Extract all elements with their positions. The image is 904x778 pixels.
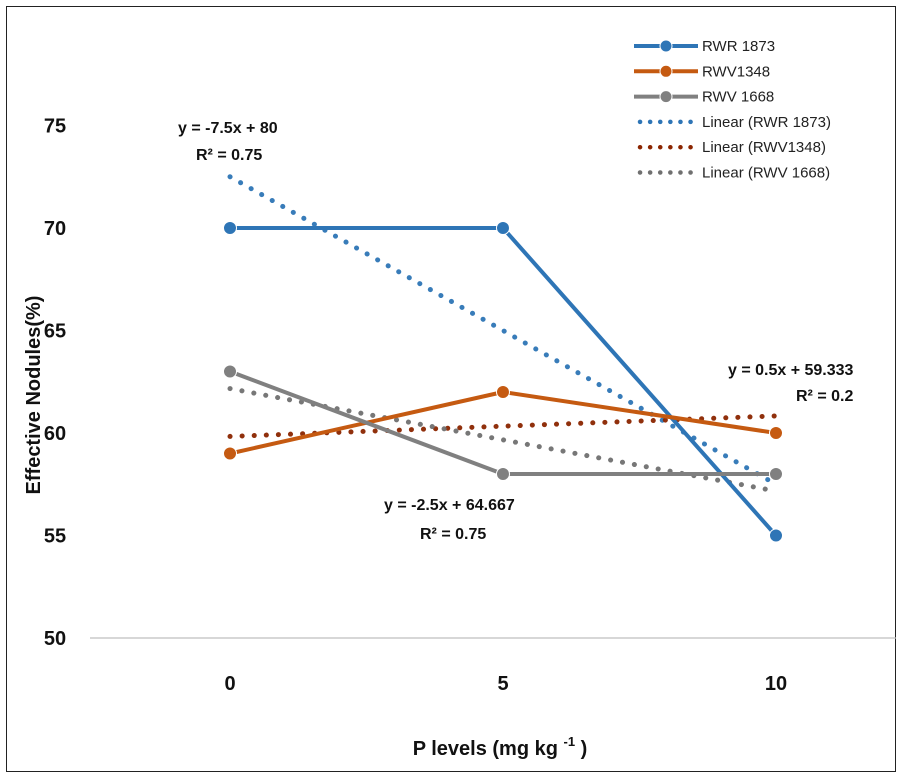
legend-trend-label-2: Linear (RWV 1668) [702, 165, 830, 182]
equation-rwv1668: y = -2.5x + 64.667 R² = 0.75 [384, 497, 515, 543]
legend-marker-2 [659, 90, 673, 104]
x-tick-labels: 0 5 10 [224, 673, 787, 695]
legend-label-2: RWV 1668 [702, 89, 774, 106]
x-tick-label-10: 10 [765, 673, 787, 695]
x-axis-title-main: P levels (mg kg [413, 738, 558, 760]
x-axis-title-superscript: -1 [564, 734, 576, 749]
series-lines [223, 221, 783, 543]
y-tick-label-70: 70 [44, 218, 66, 240]
y-tick-label-65: 65 [44, 321, 66, 343]
legend-marker-1 [659, 64, 673, 78]
y-tick-labels: 50 55 60 65 70 75 [44, 116, 66, 651]
equation-rwv1348: y = 0.5x + 59.333 R² = 0.2 [728, 362, 854, 405]
series-0-point-0 [223, 221, 237, 235]
legend-trend-label-0: Linear (RWR 1873) [702, 114, 831, 131]
x-axis-title-close: ) [581, 738, 588, 760]
legend-label-0: RWR 1873 [702, 38, 775, 55]
series-2-point-2 [769, 467, 783, 481]
chart-frame [6, 6, 896, 772]
x-tick-label-0: 0 [224, 673, 235, 695]
series-line-0 [230, 226, 778, 537]
series-0-point-2 [769, 528, 783, 543]
legend-trend-label-1: Linear (RWV1348) [702, 139, 826, 156]
equation-rwv1668-r2: R² = 0.75 [420, 526, 486, 543]
y-tick-label-75: 75 [44, 116, 66, 138]
equation-rwv1348-formula: y = 0.5x + 59.333 [728, 362, 854, 379]
x-tick-label-5: 5 [497, 673, 508, 695]
equation-rwv1348-r2: R² = 0.2 [796, 388, 853, 405]
y-tick-label-50: 50 [44, 628, 66, 650]
x-axis-title: P levels (mg kg -1 ) [413, 729, 588, 760]
y-tick-label-60: 60 [44, 423, 66, 445]
equation-rwr1873-formula: y = -7.5x + 80 [178, 120, 278, 137]
series-0-point-1 [496, 221, 510, 235]
y-tick-label-55: 55 [44, 526, 66, 548]
series-1-point-0 [223, 446, 237, 461]
series-2-point-0 [223, 364, 237, 379]
y-axis-title: Effective Nodules(%) [23, 296, 45, 495]
equation-rwr1873: y = -7.5x + 80 R² = 0.75 [178, 120, 278, 164]
legend: RWR 1873 RWV1348 RWV 1668 Linear (RWR 1873)… [634, 38, 831, 182]
series-1-point-2 [769, 426, 783, 440]
series-2-point-1 [496, 467, 510, 481]
series-1-point-1 [496, 385, 510, 399]
legend-marker-0 [659, 39, 673, 53]
equation-rwv1668-formula: y = -2.5x + 64.667 [384, 497, 515, 514]
legend-label-1: RWV1348 [702, 63, 770, 80]
trendline-2 [227, 386, 779, 494]
equation-rwr1873-r2: R² = 0.75 [196, 147, 262, 164]
